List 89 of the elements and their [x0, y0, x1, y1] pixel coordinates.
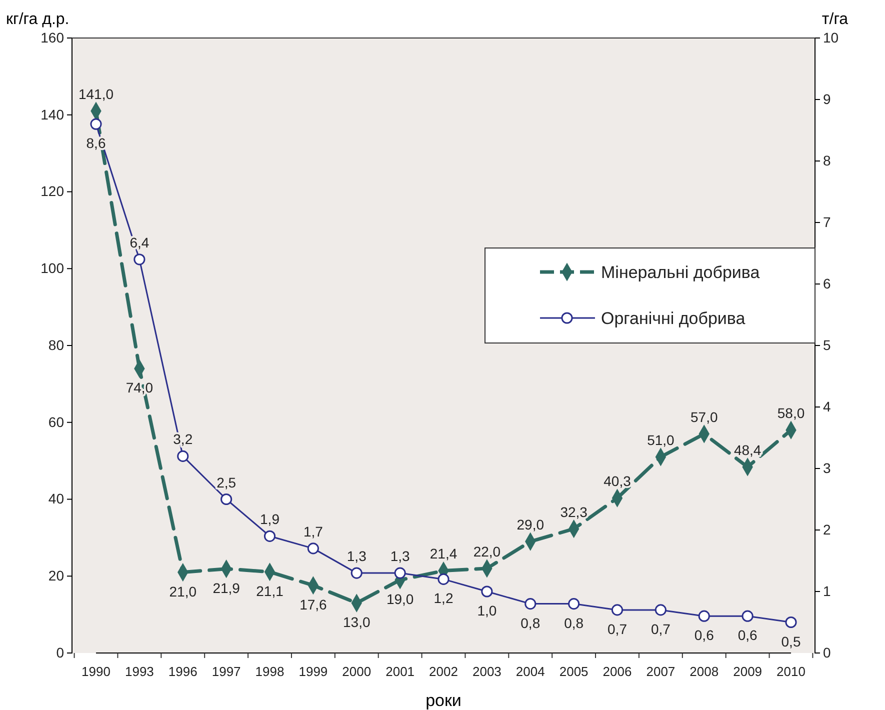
y2-tick-label: 3 — [823, 460, 831, 476]
data-label: 0,5 — [781, 633, 801, 650]
y-tick-label: 160 — [40, 29, 64, 46]
data-label: 0,7 — [608, 620, 628, 637]
point — [134, 254, 146, 266]
y-tick-label: 140 — [40, 106, 64, 122]
data-label: 58,0 — [777, 405, 805, 422]
x-tick-label: 1990 — [82, 664, 110, 680]
data-label: 1,3 — [346, 548, 367, 564]
y2-tick-label: 5 — [823, 336, 831, 353]
x-axis-title: роки — [426, 691, 462, 710]
point — [524, 598, 536, 610]
x-tick-label: 1993 — [124, 664, 154, 680]
y-tick-label: 60 — [48, 414, 64, 430]
data-label: 21,4 — [430, 546, 458, 562]
data-label: 19,0 — [386, 590, 414, 607]
x-tick-label: 2000 — [342, 664, 372, 680]
point — [742, 610, 754, 622]
data-label: 0,8 — [564, 614, 584, 631]
point — [568, 598, 580, 610]
y2-tick-label: 7 — [823, 214, 831, 230]
data-label: 1,2 — [434, 590, 454, 606]
data-label: 22,0 — [473, 543, 501, 560]
point — [90, 118, 102, 130]
x-tick-label: 2009 — [733, 664, 762, 680]
y2-tick-label: 1 — [823, 582, 831, 599]
x-tick-label: 1997 — [212, 664, 241, 680]
point — [177, 450, 189, 462]
point — [350, 567, 362, 579]
point — [220, 493, 232, 506]
y2-axis-title: т/га — [822, 11, 848, 28]
data-label: 21,0 — [169, 583, 197, 600]
point — [698, 610, 710, 622]
y2-tick-label: 4 — [823, 398, 831, 414]
point — [394, 567, 406, 579]
data-label: 0,8 — [520, 614, 540, 631]
data-label: 13,0 — [343, 614, 370, 630]
data-label: 51,0 — [647, 432, 675, 448]
x-tick-label: 2006 — [602, 664, 632, 680]
point — [654, 604, 666, 616]
data-label: 2,5 — [216, 474, 236, 490]
y2-tick-label: 10 — [823, 29, 839, 46]
data-label: 17,6 — [300, 596, 328, 612]
y-tick-label: 120 — [40, 183, 64, 200]
data-label: 21,1 — [256, 582, 284, 599]
data-label: 1,3 — [390, 548, 410, 564]
point — [785, 616, 797, 628]
y2-tick-label: 6 — [823, 275, 831, 292]
x-tick-label: 2001 — [386, 664, 415, 680]
legend-label: Органічні добрива — [601, 309, 746, 328]
data-label: 141,0 — [78, 86, 114, 102]
data-label: 29,0 — [516, 516, 544, 533]
y-tick-label: 80 — [48, 336, 64, 353]
y2-tick-label: 0 — [823, 644, 831, 660]
y-tick-label: 20 — [48, 568, 64, 584]
x-tick-label: 2003 — [472, 664, 502, 680]
y2-tick-label: 2 — [823, 521, 831, 538]
y2-tick-label: 9 — [823, 90, 831, 107]
y-tick-label: 100 — [40, 260, 64, 276]
data-label: 40,3 — [604, 473, 632, 490]
data-label: 1,9 — [260, 511, 280, 528]
point — [264, 530, 276, 542]
x-tick-label: 2004 — [516, 664, 545, 680]
x-tick-label: 1996 — [168, 664, 198, 680]
point — [307, 542, 319, 554]
point — [481, 586, 493, 598]
x-tick-label: 2005 — [559, 664, 588, 680]
x-tick-label: 2010 — [776, 664, 806, 680]
y-tick-label: 0 — [56, 644, 64, 660]
data-label: 0,7 — [650, 620, 671, 637]
x-tick-label: 2007 — [646, 664, 676, 680]
data-label: 0,6 — [738, 627, 758, 644]
y-axis-title: кг/га д.р. — [6, 11, 70, 28]
y2-tick-label: 8 — [823, 152, 831, 168]
point — [438, 573, 450, 585]
point — [611, 604, 624, 616]
x-tick-label: 2002 — [429, 664, 458, 680]
y-tick-label: 40 — [48, 490, 64, 507]
data-label: 1,0 — [477, 602, 497, 618]
data-label: 0,6 — [694, 627, 714, 644]
data-label: 48,4 — [734, 442, 762, 458]
data-label: 21,9 — [212, 580, 240, 596]
x-tick-label: 1998 — [255, 664, 284, 680]
x-tick-label: 2008 — [690, 664, 719, 680]
data-label: 32,3 — [560, 504, 588, 520]
data-label: 1,7 — [303, 523, 324, 540]
data-label: 57,0 — [690, 408, 718, 425]
legend-label: Мінеральні добрива — [601, 263, 760, 282]
x-tick-label: 1999 — [298, 664, 328, 680]
